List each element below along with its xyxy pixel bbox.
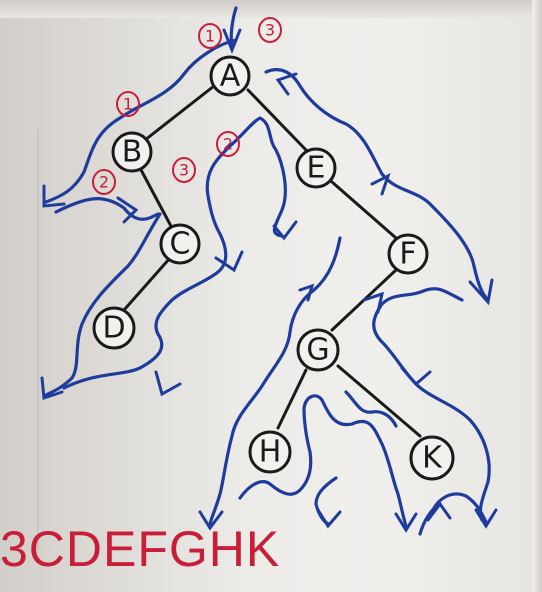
node-c: C xyxy=(159,223,201,265)
marker-top-3: 3 xyxy=(258,17,282,43)
node-b: B xyxy=(111,131,153,173)
arrow-k-bottom-left xyxy=(394,512,418,533)
node-d: D xyxy=(92,306,136,350)
arrow-g-left xyxy=(298,283,315,302)
node-e: E xyxy=(295,147,337,189)
paper-right-edge xyxy=(532,0,542,592)
node-f-label: F xyxy=(399,237,416,272)
marker-top-1-label: 1 xyxy=(205,27,215,46)
node-d-label: D xyxy=(102,311,125,346)
edge-b-c xyxy=(138,166,174,230)
node-a: A xyxy=(209,55,251,97)
node-k: K xyxy=(409,435,455,481)
marker-b-2-label: 2 xyxy=(99,173,109,192)
arrow-e-right xyxy=(370,173,391,196)
marker-b-2: 2 xyxy=(92,169,116,195)
arrow-k-bottom-right xyxy=(474,508,498,529)
edge-g-h xyxy=(276,368,308,430)
marker-b-1: 1 xyxy=(116,91,140,117)
paper-margin-line xyxy=(37,130,39,550)
arrow-c-right xyxy=(214,250,244,273)
arrow-k-bottom-mid xyxy=(426,501,452,522)
arrow-f-left xyxy=(362,291,385,314)
traversal-g-subtree xyxy=(208,236,488,536)
node-e-label: E xyxy=(307,151,326,186)
marker-b-3-label: 3 xyxy=(179,161,189,180)
edge-g-k xyxy=(336,364,422,438)
arrow-h-bottom xyxy=(198,510,224,531)
tree-nodes: A B C D E F G xyxy=(92,55,455,481)
traversal-k-loop xyxy=(344,390,398,428)
edge-c-d xyxy=(122,256,172,312)
traversal-arrows xyxy=(40,28,498,533)
arrow-top-entry xyxy=(222,28,242,55)
node-h: H xyxy=(248,430,292,474)
marker-b-1-label: 1 xyxy=(123,95,133,114)
node-c-label: C xyxy=(170,227,191,262)
arrow-f-right xyxy=(468,278,494,306)
step-markers: 1 3 1 2 3 2 xyxy=(92,17,282,195)
arrow-d-left xyxy=(40,376,64,401)
node-b-label: B xyxy=(122,135,143,170)
edge-a-b xyxy=(143,84,216,142)
arrow-e-top xyxy=(275,72,298,96)
arrow-d-right xyxy=(154,370,182,397)
marker-top-1: 1 xyxy=(198,23,222,49)
marker-top-3-label: 3 xyxy=(265,21,275,40)
arrow-b-left xyxy=(42,184,66,208)
marker-a-2-label: 2 xyxy=(223,135,233,154)
edge-a-e xyxy=(246,88,308,152)
marker-b-3: 3 xyxy=(172,157,196,183)
node-f: F xyxy=(387,233,429,275)
paper-top-edge xyxy=(0,0,542,18)
traversal-sequence: 3CDEFGHK xyxy=(0,521,281,577)
arrow-g-right xyxy=(400,366,432,387)
node-k-label: K xyxy=(422,441,443,476)
node-h-label: H xyxy=(259,435,282,470)
node-g-label: G xyxy=(306,333,329,368)
tree-edges xyxy=(122,84,422,438)
traversal-left-contour xyxy=(42,6,287,398)
node-g: G xyxy=(296,328,340,372)
arrow-h-right xyxy=(316,508,342,529)
edge-e-f xyxy=(330,180,398,240)
node-a-label: A xyxy=(220,59,241,94)
arrow-b-inner xyxy=(116,196,139,224)
marker-a-2: 2 xyxy=(216,131,240,157)
arrow-e-left xyxy=(272,220,298,241)
